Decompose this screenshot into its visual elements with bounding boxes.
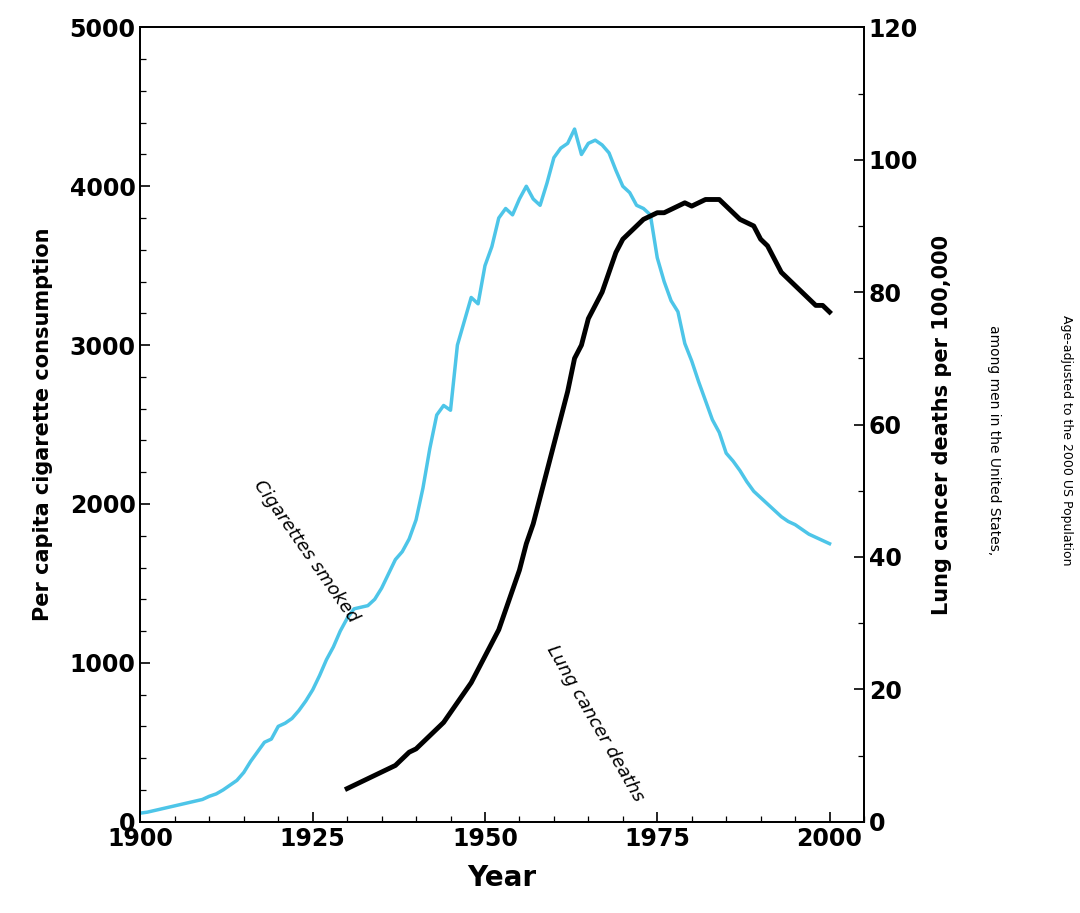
Text: Age-adjusted to the 2000 US Population: Age-adjusted to the 2000 US Population <box>1061 315 1074 566</box>
Text: Cigarettes smoked: Cigarettes smoked <box>249 477 362 626</box>
Y-axis label: Lung cancer deaths per 100,000: Lung cancer deaths per 100,000 <box>932 235 953 614</box>
Text: Lung cancer deaths: Lung cancer deaths <box>543 642 647 804</box>
Text: among men in the United States,: among men in the United States, <box>987 325 1001 555</box>
Y-axis label: Per capita cigarette consumption: Per capita cigarette consumption <box>32 228 53 621</box>
X-axis label: Year: Year <box>468 865 537 892</box>
